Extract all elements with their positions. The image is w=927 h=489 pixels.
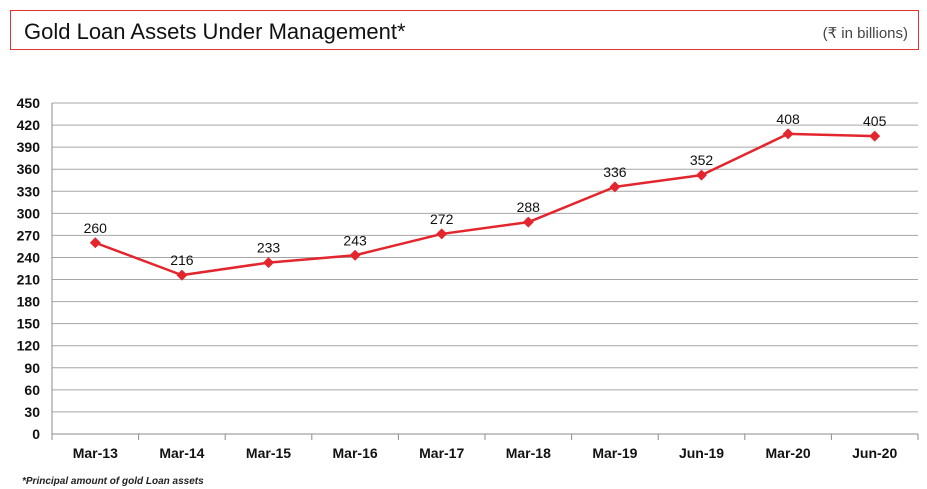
- y-tick-label: 330: [17, 183, 41, 199]
- units-label: (₹ in billions): [822, 25, 908, 42]
- y-tick-label: 60: [24, 382, 40, 398]
- data-label: 260: [84, 220, 108, 236]
- data-label: 272: [430, 211, 454, 227]
- footnote: *Principal amount of gold Loan assets: [22, 476, 204, 487]
- y-tick-label: 270: [17, 227, 41, 243]
- x-tick-label: Mar-14: [159, 445, 204, 461]
- x-tick-label: Jun-20: [852, 445, 897, 461]
- data-label: 233: [257, 240, 281, 256]
- x-tick-label: Mar-20: [766, 445, 811, 461]
- data-label: 243: [343, 232, 367, 248]
- y-tick-label: 120: [17, 338, 41, 354]
- data-point-marker: [89, 237, 101, 249]
- data-point-marker: [263, 257, 274, 269]
- x-tick-label: Mar-19: [592, 445, 637, 461]
- y-tick-label: 0: [32, 426, 40, 442]
- data-label: 352: [690, 152, 714, 168]
- data-label: 336: [603, 164, 627, 180]
- data-label: 216: [170, 252, 194, 268]
- y-tick-label: 420: [17, 117, 41, 133]
- data-point-marker: [869, 130, 881, 142]
- y-tick-label: 300: [17, 205, 41, 221]
- y-tick-label: 360: [17, 161, 41, 177]
- y-tick-label: 30: [24, 404, 40, 420]
- x-tick-label: Mar-18: [506, 445, 551, 461]
- data-point-marker: [782, 128, 794, 140]
- data-point-marker: [696, 169, 707, 181]
- y-tick-label: 180: [17, 294, 41, 310]
- data-point-marker: [349, 249, 361, 261]
- series-line: [94, 132, 875, 277]
- x-tick-label: Mar-16: [333, 445, 378, 461]
- y-tick-label: 240: [17, 249, 41, 265]
- y-tick-label: 210: [17, 272, 41, 288]
- y-tick-label: 150: [17, 316, 41, 332]
- data-point-marker: [436, 228, 448, 240]
- x-tick-label: Mar-13: [73, 445, 118, 461]
- x-tick-label: Jun-19: [679, 445, 724, 461]
- data-label: 408: [776, 111, 800, 127]
- chart-title: Gold Loan Assets Under Management*: [24, 19, 406, 44]
- x-tick-label: Mar-15: [246, 445, 291, 461]
- y-tick-label: 90: [24, 360, 40, 376]
- data-point-marker: [176, 269, 188, 281]
- data-label: 288: [517, 199, 541, 215]
- x-tick-label: Mar-17: [419, 445, 464, 461]
- data-point-marker: [609, 181, 621, 193]
- data-label: 405: [863, 113, 887, 129]
- title-box: Gold Loan Assets Under Management* (₹ in…: [10, 10, 919, 50]
- data-point-marker: [522, 216, 534, 228]
- y-tick-label: 390: [17, 139, 41, 155]
- y-tick-label: 450: [17, 95, 41, 111]
